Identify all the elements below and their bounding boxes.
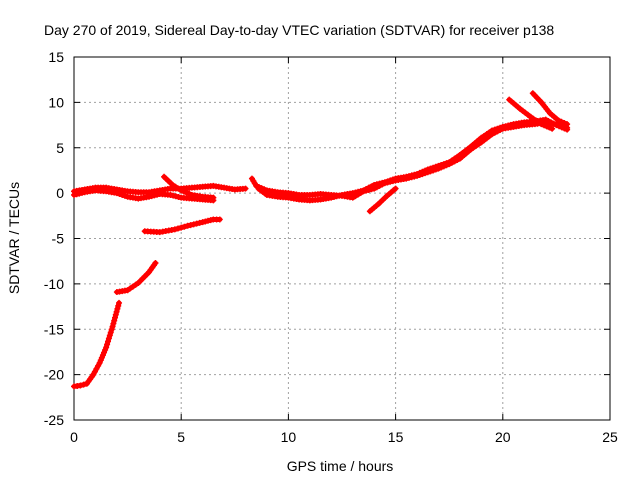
data-point	[558, 118, 565, 125]
data-point	[242, 185, 249, 192]
y-tick-label: 0	[56, 185, 64, 201]
y-tick-label: 10	[48, 94, 64, 110]
series-arc-7	[248, 119, 571, 201]
data-point	[103, 344, 110, 351]
series-arc-2	[71, 187, 217, 204]
series-arc-9	[366, 185, 399, 215]
data-point	[105, 335, 112, 342]
y-tick-label: -5	[52, 231, 65, 247]
data-point	[210, 194, 217, 201]
data-layer	[71, 90, 571, 390]
data-point	[106, 332, 113, 339]
x-tick-label: 20	[495, 429, 511, 445]
data-point	[111, 317, 118, 324]
data-point	[184, 222, 191, 229]
series-arc-4	[71, 299, 123, 390]
data-point	[549, 125, 556, 132]
data-point	[107, 329, 114, 336]
series-arc-11	[529, 90, 571, 128]
data-point	[113, 308, 120, 315]
series-arc-3	[161, 173, 217, 201]
data-point	[77, 382, 84, 389]
data-point	[564, 121, 571, 128]
y-tick-label: 5	[56, 140, 64, 156]
ticks: 0 5 10 15 20 25 -25 -20 -15 -10 -5 0 5 10 15	[44, 49, 618, 445]
data-point	[104, 338, 111, 345]
y-tick-label: -10	[44, 276, 64, 292]
y-tick-label: -20	[44, 367, 64, 383]
x-axis-label: GPS time / hours	[287, 458, 394, 474]
grid	[74, 57, 610, 420]
data-point	[174, 225, 181, 232]
data-point	[109, 323, 116, 330]
data-point	[116, 299, 123, 306]
y-tick-label: 15	[48, 49, 64, 65]
x-tick-label: 25	[602, 429, 618, 445]
series-arc-10	[506, 96, 556, 132]
data-point	[115, 302, 122, 309]
x-tick-label: 15	[388, 429, 404, 445]
series-arc-5	[113, 260, 159, 296]
data-point	[112, 314, 119, 321]
y-tick-label: -15	[44, 321, 64, 337]
chart-title: Day 270 of 2019, Sidereal Day-to-day VTE…	[44, 22, 554, 38]
data-point	[114, 305, 121, 312]
x-tick-label: 0	[70, 429, 78, 445]
data-point	[178, 224, 185, 231]
data-point	[104, 341, 111, 348]
x-tick-label: 10	[281, 429, 297, 445]
data-point	[561, 119, 568, 126]
data-point	[392, 185, 399, 192]
data-point	[216, 216, 223, 223]
data-point	[555, 117, 562, 124]
data-point	[110, 320, 117, 327]
data-point	[112, 311, 119, 318]
x-tick-label: 5	[177, 429, 185, 445]
series-arc-8	[255, 116, 571, 204]
data-point	[193, 220, 200, 227]
data-point	[564, 126, 571, 133]
data-point	[187, 222, 194, 229]
series-arc-6	[141, 216, 223, 236]
y-tick-label: -25	[44, 412, 64, 428]
data-point	[152, 260, 159, 267]
data-point	[190, 221, 197, 228]
data-point	[171, 226, 178, 233]
y-axis-label: SDTVAR / TECUs	[6, 182, 22, 294]
